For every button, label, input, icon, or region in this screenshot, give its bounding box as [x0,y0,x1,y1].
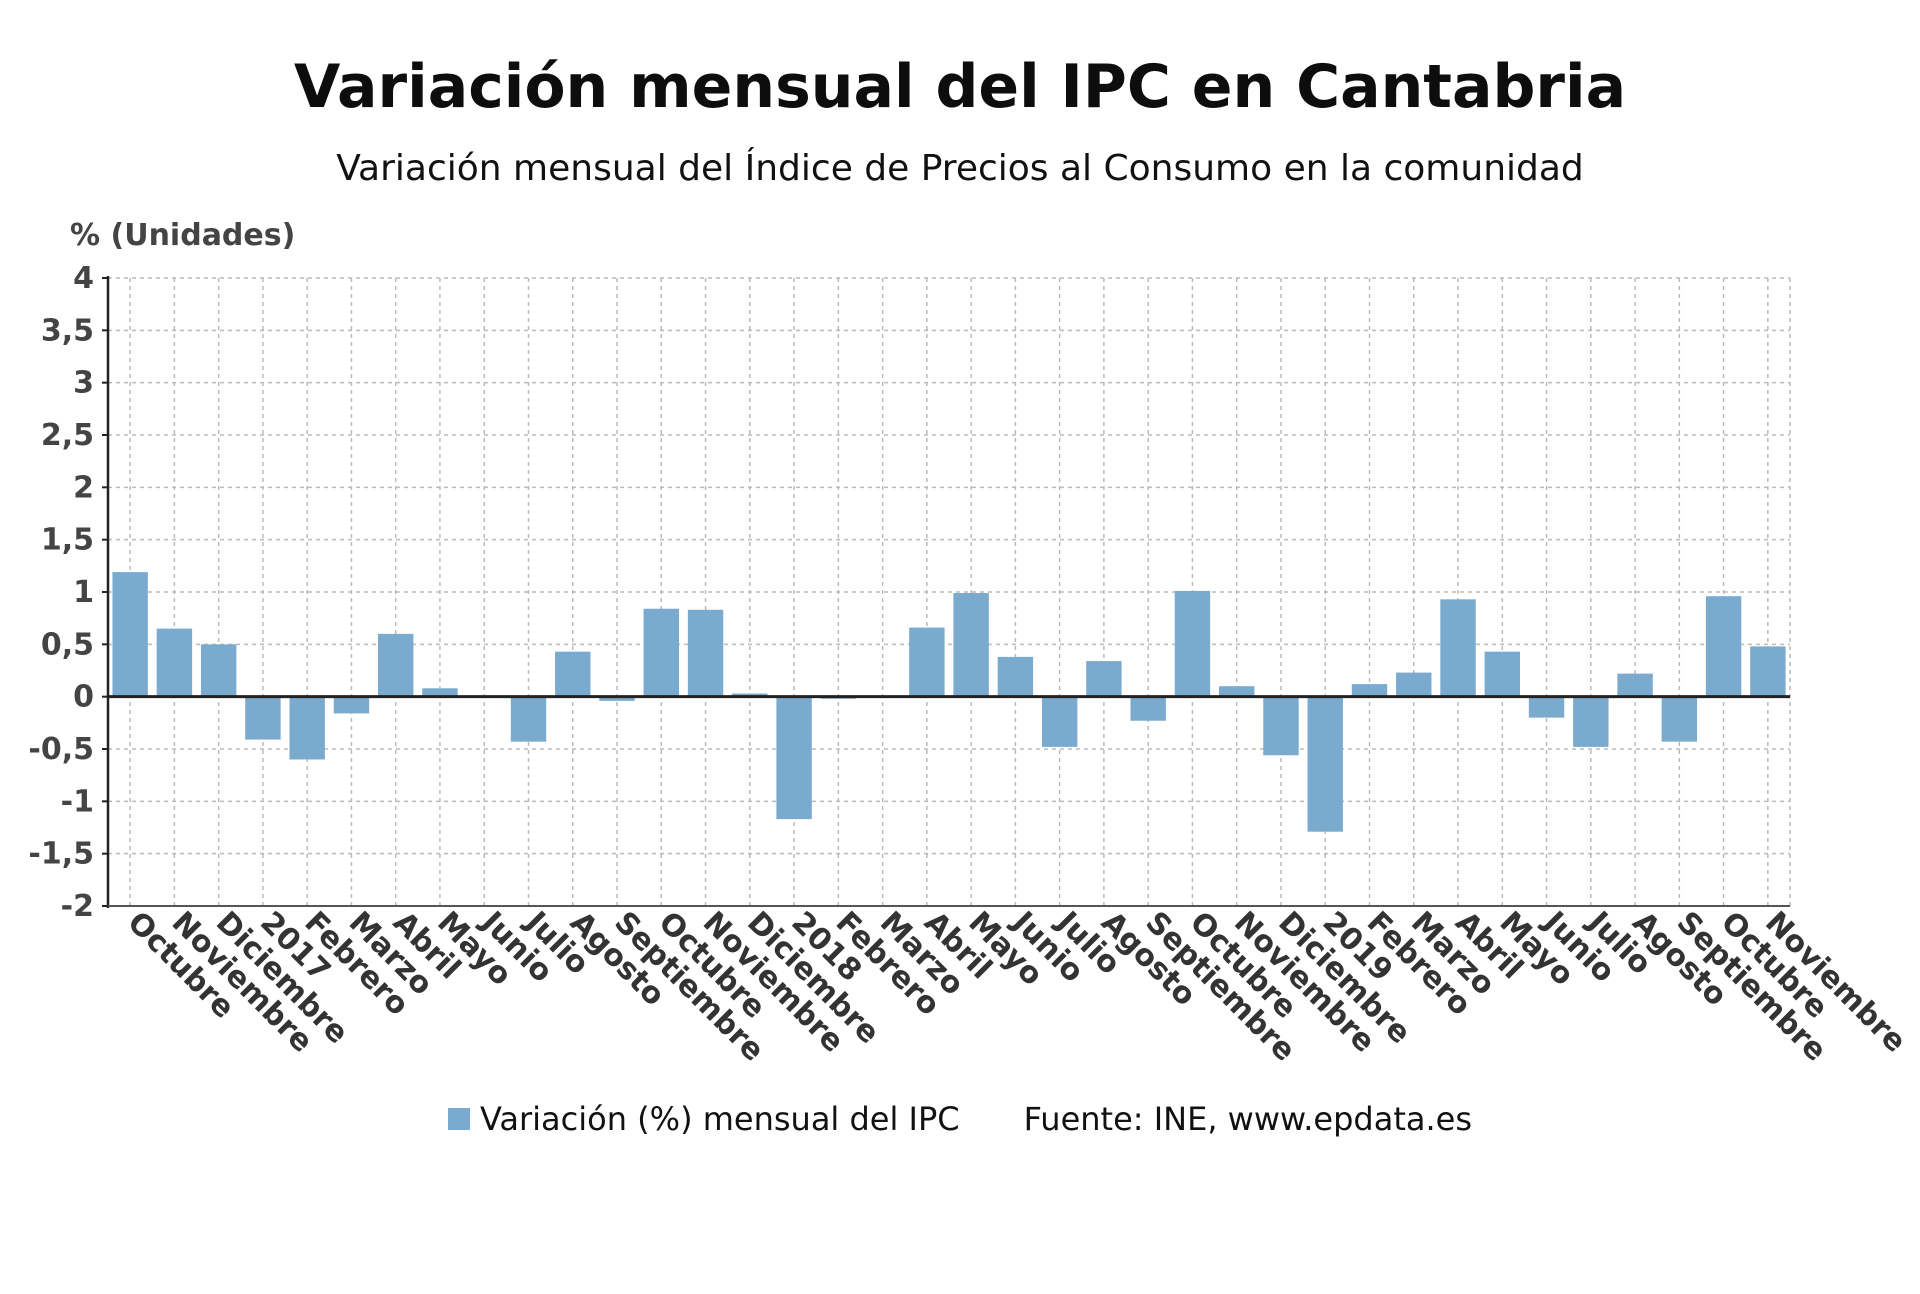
y-tick-label: 3 [73,366,94,401]
bar [1086,661,1122,697]
chart-subtitle: Variación mensual del Índice de Precios … [336,148,1584,189]
bar [1174,590,1211,697]
bar [599,696,635,701]
y-tick-label: 2,5 [41,418,94,453]
y-tick-label: 2 [73,470,94,505]
bar [1130,696,1166,721]
bar [422,688,458,697]
bar [1617,673,1653,697]
bar [909,627,945,697]
bar [687,609,724,697]
source-note: Fuente: INE, www.epdata.es [1023,1100,1473,1138]
y-tick-label: -0,5 [28,732,94,767]
bar [1750,646,1786,697]
legend-series-label: Variación (%) mensual del IPC [479,1100,960,1138]
y-tick-label: 1,5 [41,523,94,558]
bar [156,628,193,697]
bar [1528,696,1565,718]
bar [1440,599,1476,697]
bar [1041,696,1078,747]
bar [953,593,989,697]
bar [1307,696,1343,832]
bar [1484,651,1520,697]
bar [555,651,591,697]
chart-legend: Variación (%) mensual del IPC Fuente: IN… [0,1100,1920,1138]
legend-swatch [447,1108,470,1130]
bar [333,696,370,714]
grid-layer [108,277,1791,907]
bar [1661,696,1698,742]
y-tick-label: 1 [73,575,94,610]
bar [245,696,281,740]
bar [510,696,547,742]
bar [1396,672,1432,697]
bar [1219,686,1255,697]
bar [643,608,679,697]
y-axis-label: % (Unidades) [70,218,296,253]
y-tick-label: 0 [73,680,94,715]
y-tick-label: 0,5 [41,627,94,662]
bar [289,696,325,760]
y-tick-label: -1,5 [28,837,94,872]
bar [378,633,414,697]
y-tick-label: -2 [61,889,94,924]
bar [112,572,148,697]
bar [776,696,812,820]
chart-title: Variación mensual del IPC en Cantabria [293,52,1627,122]
bar [1705,596,1742,697]
bar [200,644,237,697]
bar [997,656,1034,697]
bar [1351,684,1388,697]
bar [1573,696,1609,747]
y-tick-label: -1 [61,784,94,819]
y-tick-label: 4 [73,261,94,296]
bar [732,693,768,697]
bar [1263,696,1299,756]
y-tick-labels: -2 -1,5 -1 -0,5 0 0,5 1 1,5 2 2,5 3 3,5 4 [28,261,94,924]
bar-chart: -2 -1,5 -1 -0,5 0 0,5 1 1,5 2 2,5 3 3,5 4 OctubreNov… [28,261,1913,1068]
axes-layer [102,276,1790,908]
bars-layer [112,572,1786,832]
x-tick-labels: OctubreNoviembreDiciembre2017FebreroMarz… [120,903,1912,1068]
y-tick-label: 3,5 [41,313,94,348]
